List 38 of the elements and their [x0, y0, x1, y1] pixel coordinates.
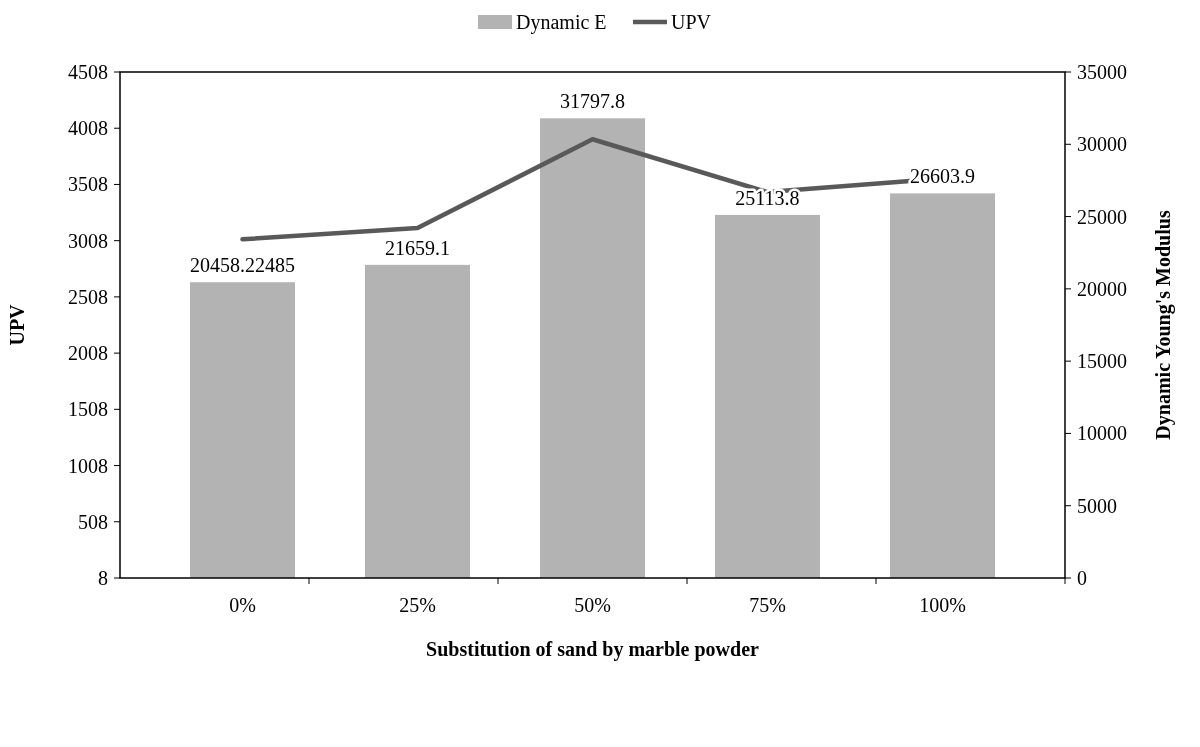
data-label: 20458.22485 — [190, 254, 295, 277]
y-tick-label: 508 — [78, 510, 108, 533]
y2-tick-label: 5000 — [1077, 494, 1117, 517]
y-tick-label: 4008 — [68, 117, 108, 140]
y-tick-label: 4508 — [68, 61, 108, 83]
bar — [715, 214, 820, 578]
y2-axis-title: Dynamic Young's Modulus — [1152, 210, 1175, 440]
bar — [890, 193, 995, 578]
data-label: 21659.1 — [385, 236, 450, 259]
x-tick-label: 100% — [919, 594, 966, 616]
x-tick-label: 50% — [574, 594, 611, 616]
legend-label: Dynamic E — [516, 11, 607, 34]
x-axis-title: Substitution of sand by marble powder — [426, 638, 760, 661]
data-label: 26603.9 — [910, 165, 975, 188]
bar — [540, 118, 645, 578]
x-tick-label: 75% — [749, 594, 786, 616]
data-label: 31797.8 — [560, 90, 625, 113]
legend-label: UPV — [671, 11, 712, 33]
bar — [190, 282, 295, 578]
x-tick-label: 0% — [229, 594, 256, 616]
y-tick-label: 3008 — [68, 229, 108, 252]
y2-tick-label: 30000 — [1077, 133, 1127, 156]
y-axis-title: UPV — [6, 303, 28, 346]
y-tick-label: 1008 — [68, 454, 108, 477]
y2-tick-label: 15000 — [1077, 350, 1127, 373]
y-tick-label: 2508 — [68, 285, 108, 308]
y-tick-label: 3508 — [68, 173, 108, 196]
bar — [365, 264, 470, 578]
data-label: 25113.8 — [735, 186, 800, 209]
y2-tick-label: 20000 — [1077, 277, 1127, 300]
y2-tick-label: 10000 — [1077, 422, 1127, 445]
y2-tick-label: 0 — [1077, 567, 1087, 589]
y-tick-label: 8 — [98, 567, 108, 589]
x-tick-label: 25% — [399, 594, 436, 616]
y-tick-label: 1508 — [68, 398, 108, 421]
y-tick-label: 2008 — [68, 342, 108, 365]
y2-tick-label: 25000 — [1077, 205, 1127, 228]
y2-tick-label: 35000 — [1077, 61, 1127, 83]
